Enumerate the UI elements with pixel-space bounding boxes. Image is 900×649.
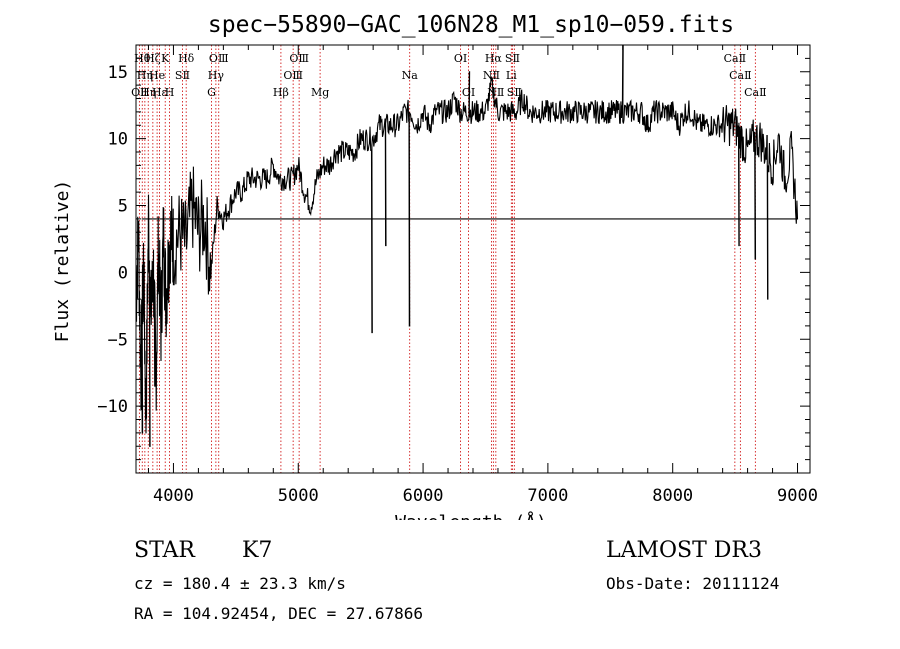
line-label-18: Na xyxy=(402,69,419,82)
line-label-16: OⅢ xyxy=(289,52,309,65)
line-label-23: NⅡ xyxy=(487,86,504,99)
obs-date: Obs-Date: 20111124 xyxy=(606,574,780,593)
line-label-9: SⅡ xyxy=(175,69,190,82)
x-tick-label-8000: 8000 xyxy=(652,486,693,506)
line-label-5: He xyxy=(149,69,165,82)
x-tick-label-7000: 7000 xyxy=(527,486,568,506)
line-label-28: CaⅡ xyxy=(729,69,751,82)
line-label-7: K xyxy=(161,52,170,65)
x-tick-label-5000: 5000 xyxy=(278,486,319,506)
object-subclass: K7 xyxy=(242,538,273,563)
line-label-6: Hε xyxy=(152,86,168,99)
chart-title: spec−55890−GAC_106N28_M1_sp10−059.fits xyxy=(208,12,734,38)
line-label-19: OⅠ xyxy=(454,52,467,65)
line-label-26: SⅡ xyxy=(507,86,522,99)
line-label-4: Hζ xyxy=(145,52,161,65)
x-tick-label-4000: 4000 xyxy=(153,486,194,506)
line-label-0: OⅡ xyxy=(131,86,148,99)
line-label-1: Hθ xyxy=(134,52,151,65)
emission-line-labels: OⅡHθHηHηHζHeHεKHSⅡHδGHγOⅢHβOⅢOⅢMgNaOⅠOⅠN… xyxy=(131,52,766,99)
y-tick-label-0: 0 xyxy=(118,263,128,283)
line-label-3: Hη xyxy=(140,86,156,99)
line-label-13: OⅢ xyxy=(209,52,229,65)
redshift-readout: cz = 180.4 ± 23.3 km/s xyxy=(134,574,346,593)
line-label-14: Hβ xyxy=(273,86,289,99)
x-axis-label: Wavelength (Å) xyxy=(395,511,547,520)
line-label-17: Mg xyxy=(311,86,329,99)
line-label-20: OⅠ xyxy=(462,86,475,99)
line-label-22: Hα xyxy=(485,52,503,65)
line-label-12: Hγ xyxy=(208,69,225,82)
line-label-10: Hδ xyxy=(178,52,195,65)
survey-name: LAMOST DR3 xyxy=(606,538,762,563)
line-label-24: Li xyxy=(506,69,517,82)
x-tick-label-6000: 6000 xyxy=(403,486,444,506)
line-label-21: NⅡ xyxy=(483,69,500,82)
line-label-27: CaⅡ xyxy=(724,52,746,65)
coordinates: RA = 104.92454, DEC = 27.67866 xyxy=(134,604,423,623)
line-label-15: OⅢ xyxy=(283,69,303,82)
spectrum-chart: spec−55890−GAC_106N28_M1_sp10−059.fits O… xyxy=(52,12,818,520)
spectrum-series-line xyxy=(135,44,799,447)
y-tick-label-15: 15 xyxy=(108,63,128,83)
y-tick-label--5: −5 xyxy=(108,330,128,350)
object-class: STAR xyxy=(134,538,195,563)
line-label-25: SⅡ xyxy=(505,52,520,65)
line-label-29: CaⅡ xyxy=(744,86,766,99)
y-tick-label-5: 5 xyxy=(118,197,128,217)
x-tick-label-9000: 9000 xyxy=(777,486,818,506)
x-axis-ticks: 4000 5000 6000 7000 8000 9000 xyxy=(147,45,818,506)
line-label-11: G xyxy=(207,86,216,99)
y-axis-ticks: −10 −5 0 5 10 15 xyxy=(97,44,810,461)
line-label-8: H xyxy=(165,86,175,99)
y-tick-label-10: 10 xyxy=(108,130,128,150)
y-axis-label: Flux (relative) xyxy=(52,180,73,343)
y-tick-label--10: −10 xyxy=(97,397,128,417)
